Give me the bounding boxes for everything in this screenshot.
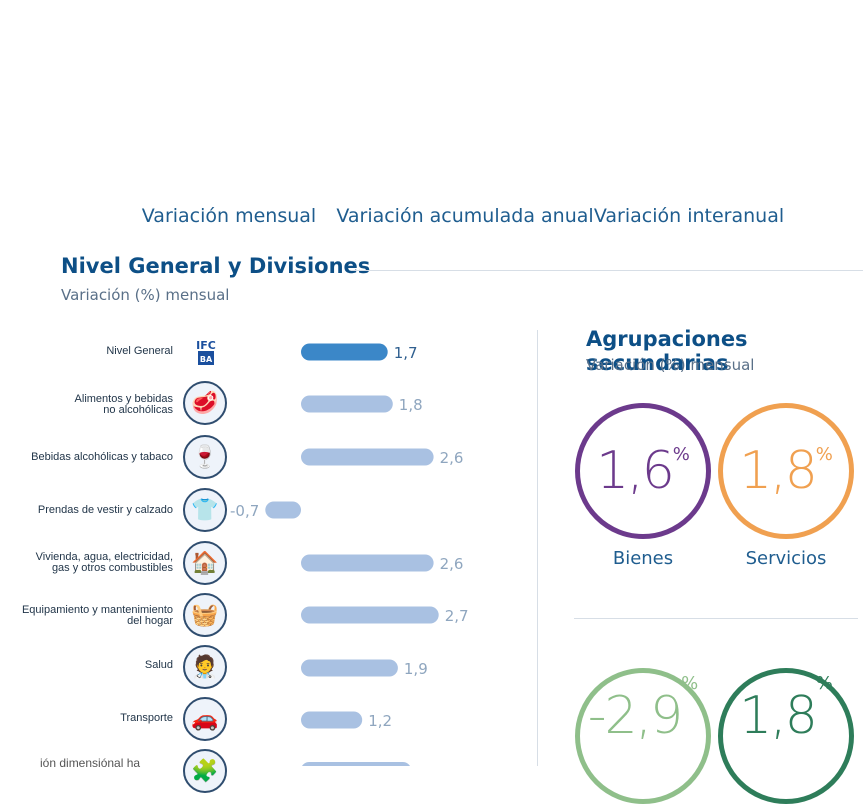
row-label-nivel-general: Nivel General: [106, 345, 173, 357]
bar-value-5: 2,7: [445, 607, 469, 625]
kpi-interannual: 33,3 %: [611, 34, 767, 178]
ring-fourth-value: 1,8: [739, 686, 818, 746]
bar-5: [301, 606, 439, 624]
next-row-icon: 🧩: [183, 749, 227, 793]
bar-value-0: 1,7: [394, 344, 418, 362]
row-label-equipamiento: Equipamiento y mantenimiento del hogar: [21, 604, 173, 627]
ring-servicios: 1,8 %: [718, 403, 854, 539]
kpi-monthly-label: Variación mensual: [141, 205, 317, 227]
bar-1: [301, 395, 393, 413]
bar-value-4: 2,6: [440, 555, 464, 573]
kpi-annual-accumulated-label: Variación acumulada anual: [336, 205, 594, 227]
bar-value-7: 1,2: [368, 712, 392, 730]
row-label-bebidas-alcoholicas: Bebidas alcohólicas y tabaco: [31, 451, 173, 463]
bar-value-1: 1,8: [399, 396, 423, 414]
house-icon: 🏠: [183, 541, 227, 585]
secondary-title: Agrupaciones secundarias: [586, 327, 748, 375]
ring-third: -2,9 %: [575, 668, 711, 804]
ring-fourth-unit: %: [815, 673, 833, 694]
kpi-interannual-label: Variación interanual: [593, 205, 785, 227]
row-label-salud: Salud: [144, 659, 173, 671]
row-label-prendas: Prendas de vestir y calzado: [37, 504, 173, 516]
washing-machine-icon: 🧺: [183, 593, 227, 637]
bar-3: [265, 501, 301, 519]
clothing-icon: 👕: [183, 488, 227, 532]
ring-bienes-value: 1,6: [596, 441, 675, 501]
kpi-monthly-value: 1,7: [156, 59, 279, 153]
bar-6: [301, 659, 398, 677]
ring-bienes: 1,6 %: [575, 403, 711, 539]
svg-text:BA: BA: [200, 355, 213, 364]
ring-bienes-label: Bienes: [612, 548, 674, 569]
ring-servicios-unit: %: [815, 444, 833, 465]
bar-0: [301, 343, 388, 361]
ring-fourth: 1,8 %: [718, 668, 854, 804]
bar-4: [301, 554, 434, 572]
ring-bienes-unit: %: [672, 444, 690, 465]
ring-third-value: -2,9: [587, 686, 683, 746]
bar-value-3: -0,7: [230, 502, 259, 520]
vertical-divider: [537, 330, 538, 766]
doctor-icon: 🧑‍⚕️: [183, 645, 227, 689]
wine-bottle-icon: 🍷: [183, 435, 227, 479]
ring-third-unit: %: [681, 673, 699, 694]
secondary-subtitle: Variación (%) mensual: [586, 356, 755, 374]
svg-text:IFC: IFC: [196, 339, 216, 352]
food-basket-icon: 🥩: [183, 381, 227, 425]
kpi-interannual-unit: %: [742, 74, 762, 98]
row-label-partial: ión dimensiónal ha: [40, 756, 141, 770]
row-label-vivienda: Vivienda, agua, electricidad, gas y otros…: [35, 551, 173, 574]
kpi-annual-accumulated-unit: %: [515, 74, 535, 98]
bar-value-2: 2,6: [440, 449, 464, 467]
secondary-divider: [574, 618, 858, 619]
kpi-annual-accumulated: 21,5 %: [384, 34, 540, 178]
bar-partial: [302, 762, 410, 766]
kpi-monthly: 1,7 %: [136, 20, 322, 192]
ring-servicios-label: Servicios: [745, 548, 827, 569]
divisions-divider: [351, 270, 863, 271]
bar-2: [301, 448, 434, 466]
kpi-monthly-unit: %: [277, 68, 302, 98]
kpi-interannual-value: 33,3: [616, 71, 745, 141]
row-label-alimentos: Alimentos y bebidas no alcohólicas: [74, 393, 173, 416]
bar-value-6: 1,9: [404, 660, 428, 678]
car-plane-icon: 🚗: [183, 697, 227, 741]
ifc-ba-logo-icon: IFC BA: [184, 329, 228, 373]
divisions-title: Nivel General y Divisiones: [61, 254, 371, 278]
ring-servicios-value: 1,8: [739, 441, 818, 501]
divisions-subtitle: Variación (%) mensual: [61, 286, 230, 304]
row-label-transporte: Transporte: [120, 712, 173, 724]
kpi-annual-accumulated-value: 21,5: [389, 71, 518, 141]
bar-7: [301, 711, 363, 729]
